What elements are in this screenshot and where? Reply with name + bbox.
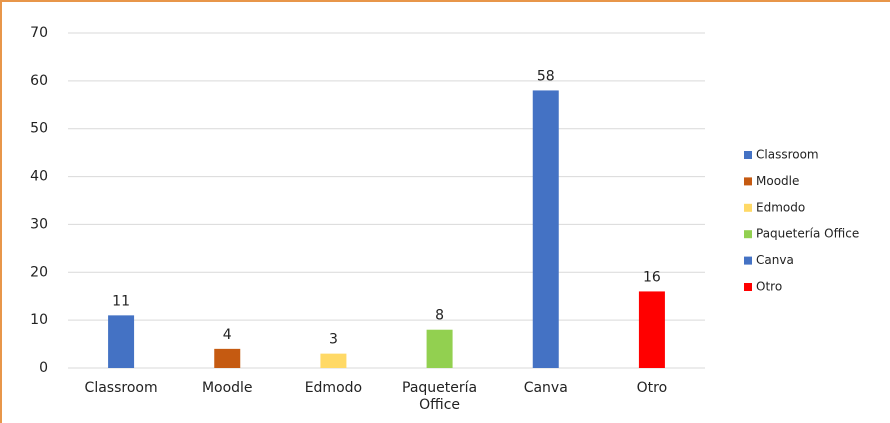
legend-label: Classroom bbox=[756, 148, 819, 162]
bar bbox=[532, 90, 559, 368]
y-tick-label: 20 bbox=[30, 264, 48, 280]
legend-label: Canva bbox=[756, 253, 794, 267]
x-tick-label: Canva bbox=[523, 380, 568, 396]
data-label: 58 bbox=[537, 68, 555, 84]
x-tick-label: Classroom bbox=[84, 380, 158, 396]
legend-swatch bbox=[744, 177, 752, 186]
legend-label: Paquetería Office bbox=[756, 227, 859, 241]
data-label: 4 bbox=[223, 327, 232, 343]
legend-swatch bbox=[744, 203, 752, 212]
y-tick-label: 0 bbox=[39, 360, 48, 376]
x-tick-label: Otro bbox=[636, 380, 668, 396]
y-tick-label: 70 bbox=[30, 25, 48, 41]
y-tick-label: 50 bbox=[30, 121, 48, 137]
bar bbox=[426, 329, 453, 368]
legend-label: Moodle bbox=[756, 174, 799, 188]
legend-swatch bbox=[744, 283, 752, 291]
bar bbox=[320, 353, 347, 368]
legend-label: Edmodo bbox=[756, 200, 805, 214]
legend-swatch bbox=[744, 151, 752, 159]
bar bbox=[638, 291, 665, 368]
data-label: 16 bbox=[643, 269, 661, 285]
y-tick-label: 60 bbox=[30, 73, 48, 89]
data-label: 3 bbox=[329, 332, 338, 348]
bar bbox=[214, 348, 241, 368]
x-tick-label: Moodle bbox=[201, 380, 253, 396]
data-label: 8 bbox=[435, 308, 444, 324]
x-tick-label: Paquetería Office bbox=[402, 380, 478, 413]
y-tick-label: 40 bbox=[30, 169, 48, 185]
data-label: 11 bbox=[112, 293, 130, 309]
x-tick-label: Edmodo bbox=[304, 380, 363, 396]
legend-swatch bbox=[744, 230, 752, 239]
y-tick-label: 30 bbox=[30, 216, 48, 232]
legend-label: Otro bbox=[756, 280, 782, 294]
legend-swatch bbox=[744, 256, 752, 265]
y-tick-label: 10 bbox=[30, 312, 48, 328]
bar bbox=[108, 315, 135, 368]
